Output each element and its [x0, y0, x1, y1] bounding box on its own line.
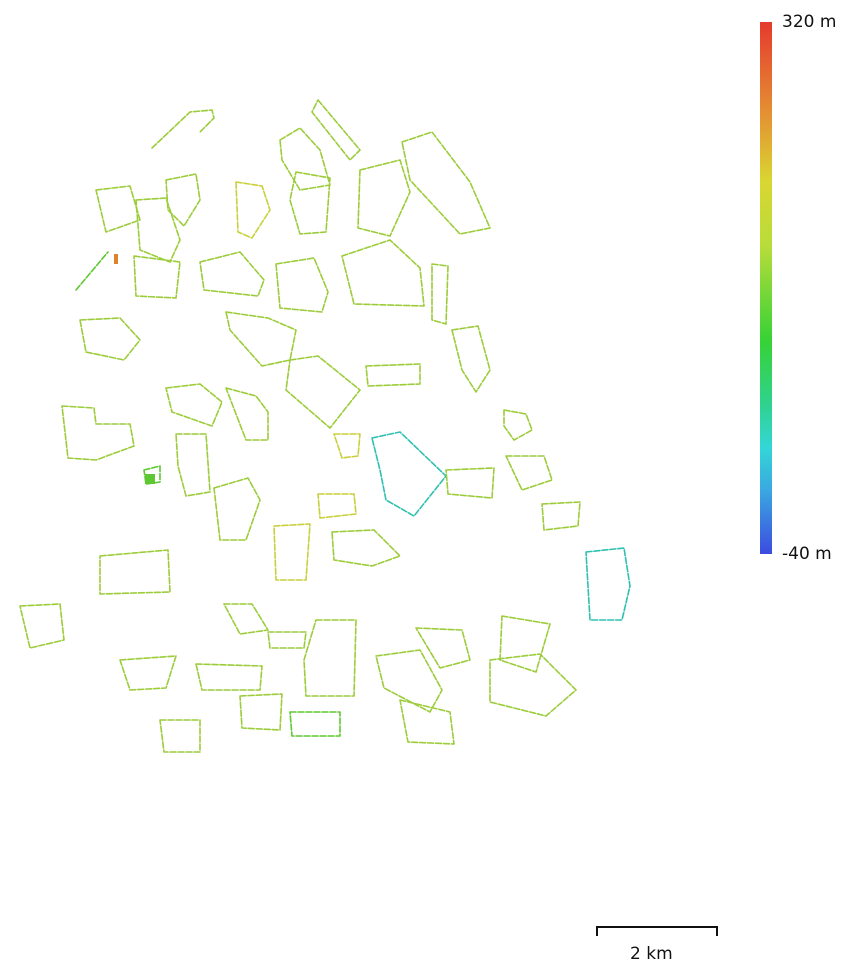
building-outline: [275, 257, 329, 313]
building-outline: [165, 173, 201, 227]
building-outline: [225, 387, 269, 441]
building-outline: [451, 325, 491, 393]
building-footprints: [19, 99, 631, 753]
building-outline: [431, 263, 449, 325]
building-outline: [19, 603, 65, 649]
building-outline: [235, 181, 271, 239]
building-outline: [279, 127, 331, 191]
building-outline: [239, 693, 283, 731]
colorbar-max-label: 320 m: [782, 12, 837, 32]
scale-bar-label: 2 km: [630, 944, 673, 964]
building-outline: [75, 251, 109, 291]
building-outline: [585, 547, 631, 621]
building-outline: [357, 159, 411, 237]
building-outline: [317, 493, 357, 519]
building-outline: [151, 109, 215, 149]
building-outline: [415, 627, 471, 669]
building-outline: [61, 405, 135, 461]
building-outline: [79, 317, 141, 361]
building-outline: [341, 239, 425, 307]
colorbar-min-label: -40 m: [782, 544, 832, 564]
building-outline: [199, 251, 265, 297]
building-outline: [159, 719, 201, 753]
building-outline: [311, 99, 361, 161]
building-outline: [499, 615, 551, 673]
building-outline: [503, 409, 533, 441]
building-outline: [333, 433, 361, 459]
elevation-colorbar: [760, 22, 772, 554]
building-outline: [331, 529, 401, 567]
building-outline: [267, 631, 307, 649]
building-outline: [99, 549, 171, 595]
building-outline: [175, 433, 211, 497]
building-outline: [365, 363, 421, 387]
building-outline: [399, 699, 455, 745]
building-outline: [285, 355, 361, 429]
building-outline: [401, 131, 491, 235]
scale-bar: [596, 926, 718, 936]
building-outline: [445, 467, 495, 499]
building-outline: [541, 501, 581, 531]
building-outline: [119, 655, 177, 691]
high-elevation-marker: [114, 254, 118, 264]
building-outline: [273, 523, 311, 581]
building-outline: [289, 171, 331, 235]
building-outline: [489, 653, 577, 717]
building-outline: [371, 431, 447, 517]
building-outline: [165, 383, 223, 427]
building-outline: [505, 455, 553, 491]
building-outline: [95, 185, 141, 233]
building-outline: [135, 197, 181, 263]
building-outline: [289, 711, 341, 737]
building-outline: [223, 603, 269, 635]
building-outline: [133, 255, 181, 299]
building-outline: [375, 649, 443, 713]
building-outline: [225, 311, 297, 367]
low-elevation-patch: [145, 474, 155, 484]
building-outline: [303, 619, 357, 697]
building-outline: [213, 477, 261, 541]
building-outline: [195, 663, 263, 691]
